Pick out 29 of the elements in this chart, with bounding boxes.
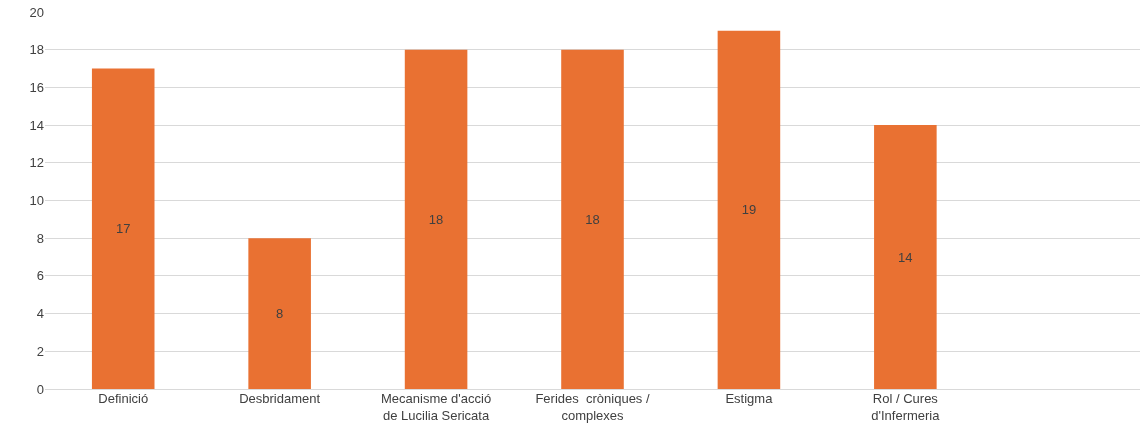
x-tick-label: Desbridament bbox=[239, 391, 321, 406]
y-tick-label: 10 bbox=[29, 193, 44, 209]
bar bbox=[717, 30, 781, 389]
data-label: 19 bbox=[741, 202, 757, 218]
data-label: 8 bbox=[276, 306, 284, 322]
bar bbox=[874, 125, 937, 389]
y-tick-label: 16 bbox=[29, 79, 44, 95]
bar bbox=[248, 238, 311, 389]
y-tick-label: 12 bbox=[29, 155, 44, 171]
y-tick-label: 18 bbox=[29, 42, 44, 58]
bar bbox=[561, 49, 624, 389]
x-tick-label: Mecanisme d'acció de Lucilia Sericata bbox=[381, 391, 492, 423]
y-tick-label: 6 bbox=[36, 268, 44, 284]
y-tick-label: 20 bbox=[29, 4, 44, 20]
x-tick-label: Definició bbox=[98, 391, 149, 406]
x-tick-label: Estigma bbox=[725, 391, 774, 406]
y-tick-label: 14 bbox=[29, 117, 44, 133]
x-tick-label: Rol / Cures d'Infermeria bbox=[871, 391, 941, 423]
y-tick-label: 0 bbox=[36, 381, 44, 397]
y-tick-label: 4 bbox=[36, 306, 44, 322]
y-tick-label: 8 bbox=[36, 230, 44, 246]
bar bbox=[404, 49, 468, 389]
y-tick-label: 2 bbox=[36, 343, 44, 359]
data-label: 18 bbox=[428, 211, 444, 227]
data-label: 18 bbox=[585, 211, 600, 227]
data-label: 17 bbox=[115, 221, 131, 237]
x-tick-label: Ferides cròniques / complexes bbox=[535, 391, 650, 423]
bar bbox=[91, 68, 155, 389]
data-label: 14 bbox=[898, 249, 913, 265]
